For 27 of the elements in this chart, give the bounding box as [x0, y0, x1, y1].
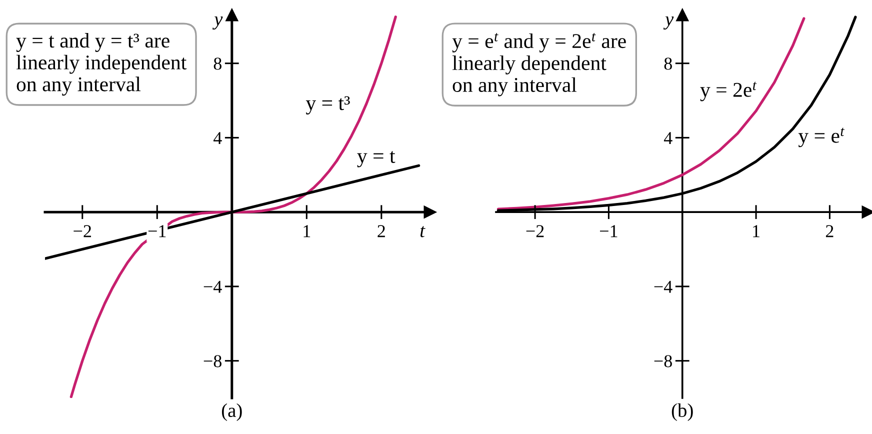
- series-label: y = e$^{t}$: [798, 128, 845, 148]
- x-tick-label: 2: [378, 225, 385, 238]
- x-tick-label: −2: [526, 225, 544, 238]
- annotation: y = e$^{t}$ and y = 2e$^{t}$ are linearly dependent on any interval: [452, 33, 626, 96]
- text: (a): [222, 403, 242, 421]
- x-tick-label: −2: [74, 225, 91, 238]
- y-tick-label: −4: [654, 280, 672, 293]
- y-tick-label: −8: [204, 355, 222, 368]
- x-axis-title: t: [420, 226, 426, 238]
- y-tick-label: 8: [214, 58, 222, 70]
- y-tick-label: 4: [664, 132, 672, 144]
- series-label: y = t: [357, 151, 396, 168]
- x-tick-label: 2: [826, 225, 834, 238]
- y-tick-label: −4: [204, 280, 222, 293]
- series-label: y = 2e$^{t}$: [700, 82, 757, 102]
- y-axis-title: y: [663, 16, 674, 30]
- x-tick-label: 1: [753, 225, 760, 238]
- series-label: y = t³: [306, 96, 350, 114]
- text: (b): [672, 403, 693, 421]
- annotation: y = t and y = t³ are linearly independent on any interval: [16, 33, 187, 96]
- x-tick-label: −1: [600, 225, 618, 238]
- y-tick-label: 8: [664, 58, 672, 70]
- y-tick-label: −8: [654, 355, 672, 368]
- y-tick-label: 4: [213, 132, 222, 144]
- y-axis-title: y: [212, 16, 223, 30]
- x-tick-label: −1: [148, 225, 166, 238]
- x-tick-label: 1: [304, 225, 310, 238]
